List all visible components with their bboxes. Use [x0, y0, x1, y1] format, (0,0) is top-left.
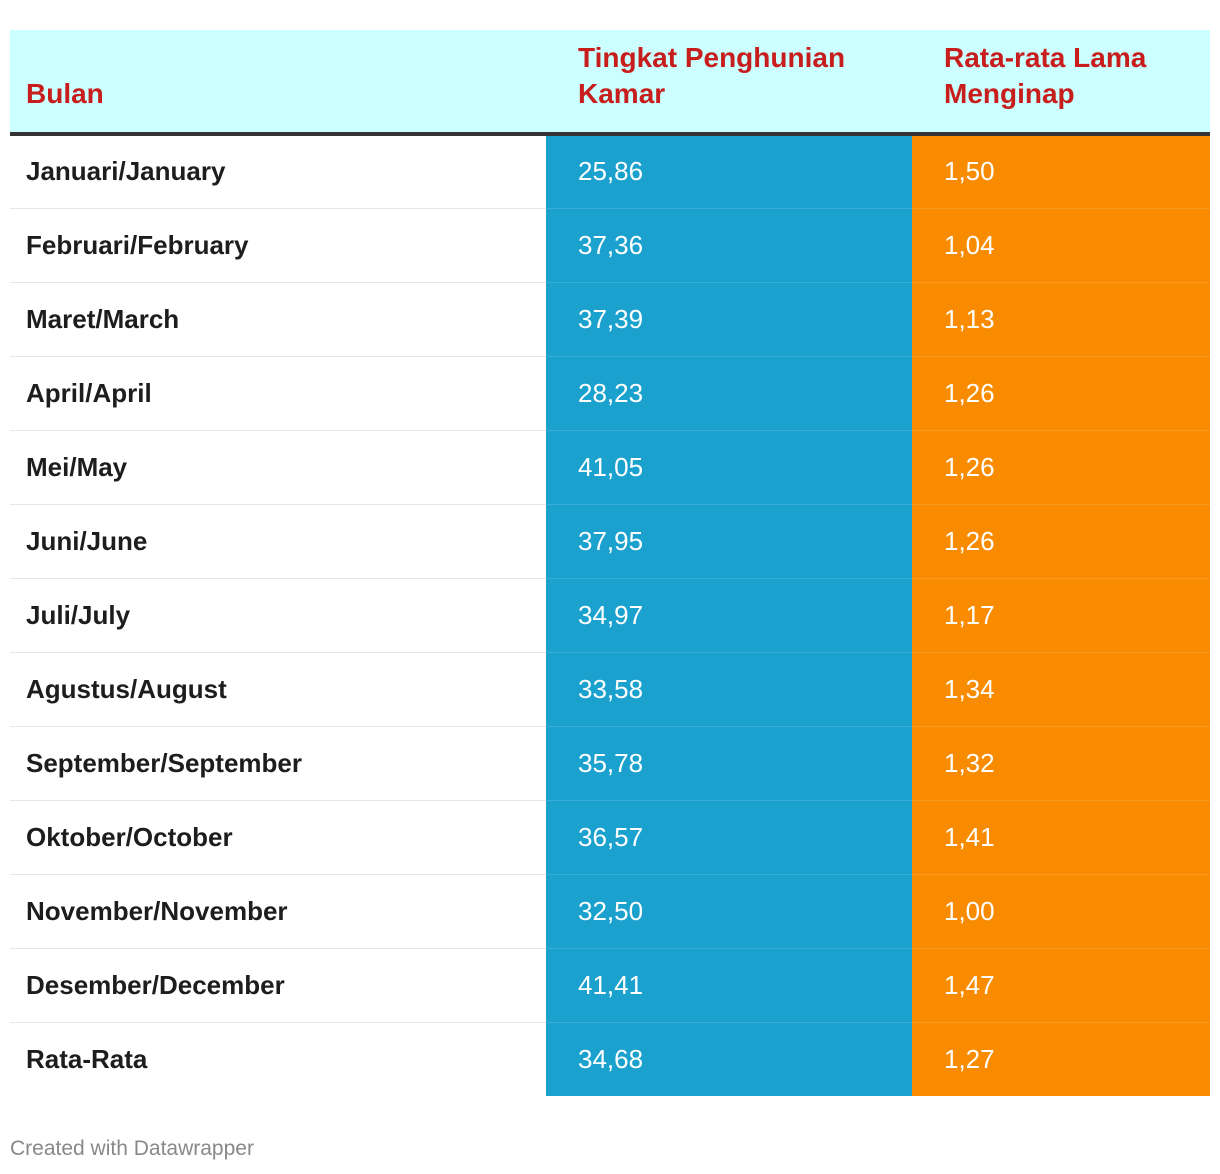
- column-header-month[interactable]: Bulan: [10, 30, 546, 136]
- cell-occupancy: 41,05: [546, 430, 912, 505]
- cell-month: Maret/March: [10, 282, 546, 357]
- cell-occupancy: 37,39: [546, 282, 912, 357]
- cell-month: September/September: [10, 726, 546, 801]
- table-row: Desember/December 41,41 1,47: [10, 948, 1210, 1023]
- cell-avg-stay: 1,17: [912, 578, 1210, 653]
- cell-occupancy: 28,23: [546, 356, 912, 431]
- table-row: Oktober/October 36,57 1,41: [10, 800, 1210, 875]
- cell-month: Oktober/October: [10, 800, 546, 875]
- cell-occupancy: 37,95: [546, 504, 912, 579]
- table-row: November/November 32,50 1,00: [10, 874, 1210, 949]
- cell-avg-stay: 1,32: [912, 726, 1210, 801]
- cell-month: Mei/May: [10, 430, 546, 505]
- cell-occupancy: 33,58: [546, 652, 912, 727]
- data-table-container: Bulan Tingkat Penghunian Kamar Rata-rata…: [10, 30, 1210, 1096]
- table-row: Rata-Rata 34,68 1,27: [10, 1022, 1210, 1096]
- cell-occupancy: 35,78: [546, 726, 912, 801]
- datawrapper-credit[interactable]: Created with Datawrapper: [10, 1137, 254, 1160]
- cell-occupancy: 34,97: [546, 578, 912, 653]
- table-row: Januari/January 25,86 1,50: [10, 134, 1210, 209]
- cell-month: Juli/July: [10, 578, 546, 653]
- table-row: Mei/May 41,05 1,26: [10, 430, 1210, 505]
- cell-avg-stay: 1,47: [912, 948, 1210, 1023]
- table-row: Agustus/August 33,58 1,34: [10, 652, 1210, 727]
- cell-avg-stay: 1,26: [912, 430, 1210, 505]
- table-row: September/September 35,78 1,32: [10, 726, 1210, 801]
- cell-avg-stay: 1,34: [912, 652, 1210, 727]
- cell-avg-stay: 1,13: [912, 282, 1210, 357]
- cell-occupancy: 32,50: [546, 874, 912, 949]
- table-row: Juni/June 37,95 1,26: [10, 504, 1210, 579]
- cell-avg-stay: 1,50: [912, 134, 1210, 209]
- data-table: Bulan Tingkat Penghunian Kamar Rata-rata…: [10, 30, 1210, 1096]
- cell-month: Januari/January: [10, 134, 546, 209]
- cell-month: November/November: [10, 874, 546, 949]
- cell-month: Juni/June: [10, 504, 546, 579]
- cell-occupancy: 36,57: [546, 800, 912, 875]
- cell-month: Rata-Rata: [26, 1043, 148, 1074]
- cell-avg-stay: 1,27: [912, 1022, 1210, 1096]
- cell-occupancy: 41,41: [546, 948, 912, 1023]
- cell-month: Februari/February: [10, 208, 546, 283]
- table-row: Juli/July 34,97 1,17: [10, 578, 1210, 653]
- cell-avg-stay: 1,41: [912, 800, 1210, 875]
- cell-occupancy: 25,86: [546, 134, 912, 209]
- table-body: Januari/January 25,86 1,50 Februari/Februar…: [10, 134, 1210, 1096]
- cell-avg-stay: 1,26: [912, 356, 1210, 431]
- table-row: Februari/February 37,36 1,04: [10, 208, 1210, 283]
- column-header-avg-stay[interactable]: Rata-rata Lama Menginap: [912, 30, 1210, 136]
- cell-avg-stay: 1,04: [912, 208, 1210, 283]
- table-row: April/April 28,23 1,26: [10, 356, 1210, 431]
- cell-avg-stay: 1,26: [912, 504, 1210, 579]
- cell-occupancy: 34,68: [546, 1022, 912, 1096]
- cell-month: Desember/December: [10, 948, 546, 1023]
- column-header-occupancy[interactable]: Tingkat Penghunian Kamar: [546, 30, 912, 136]
- table-row: Maret/March 37,39 1,13: [10, 282, 1210, 357]
- cell-occupancy: 37,36: [546, 208, 912, 283]
- cell-avg-stay: 1,00: [912, 874, 1210, 949]
- cell-month: April/April: [10, 356, 546, 431]
- cell-month: Agustus/August: [10, 652, 546, 727]
- table-header-row: Bulan Tingkat Penghunian Kamar Rata-rata…: [10, 30, 1210, 136]
